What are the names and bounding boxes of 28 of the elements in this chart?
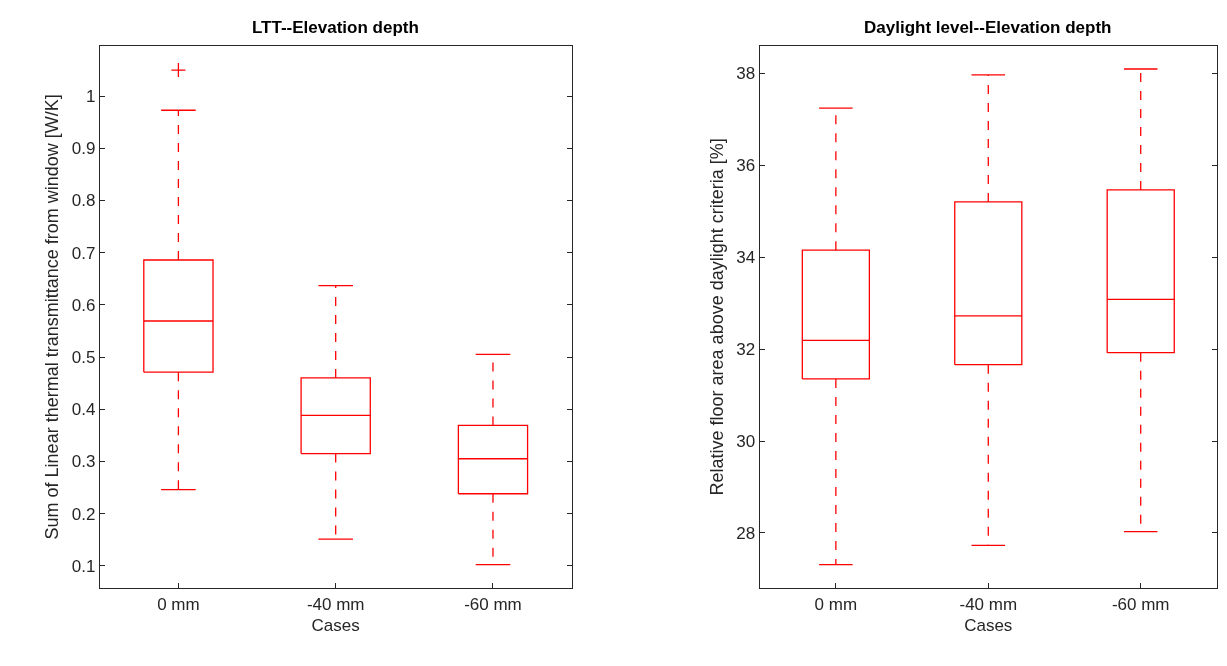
y-tick-label: 32 xyxy=(736,339,756,359)
y-tick-label: 0.8 xyxy=(71,191,96,211)
y-tick-label: 0.2 xyxy=(71,504,96,524)
chart-title: Daylight level--Elevation depth xyxy=(864,18,1112,37)
x-axis-title: Cases xyxy=(311,615,360,635)
y-axis-title: Relative floor area above daylight criteria [%] xyxy=(706,138,727,496)
y-tick-label: 38 xyxy=(736,64,756,84)
y-tick-label: 0.6 xyxy=(71,295,96,315)
x-tick-label: -60 mm xyxy=(1111,594,1170,614)
y-tick-label: 0.4 xyxy=(71,400,96,420)
x-axis-title: Cases xyxy=(964,615,1013,635)
x-tick-label: 0 mm xyxy=(157,594,200,614)
y-tick-label: 0.5 xyxy=(71,347,96,367)
y-tick-label: 0.3 xyxy=(71,452,96,472)
y-tick-label: 28 xyxy=(736,523,756,543)
y-tick-label: 0.1 xyxy=(71,556,96,576)
chart-title: LTT--Elevation depth xyxy=(252,18,419,37)
y-tick-label: 30 xyxy=(736,431,756,451)
x-tick-label: -40 mm xyxy=(959,594,1018,614)
y-tick-label: 36 xyxy=(736,156,756,176)
x-tick-label: -40 mm xyxy=(306,594,365,614)
x-tick-label: 0 mm xyxy=(814,594,858,614)
y-tick-label: 34 xyxy=(736,248,756,268)
y-tick-label: 0.9 xyxy=(71,139,96,159)
y-tick-label: 0.7 xyxy=(71,243,96,263)
y-tick-label: 1 xyxy=(85,87,96,107)
y-axis-title: Sum of Linear thermal transmittance from window [W/K] xyxy=(41,94,62,540)
x-tick-label: -60 mm xyxy=(464,594,522,614)
